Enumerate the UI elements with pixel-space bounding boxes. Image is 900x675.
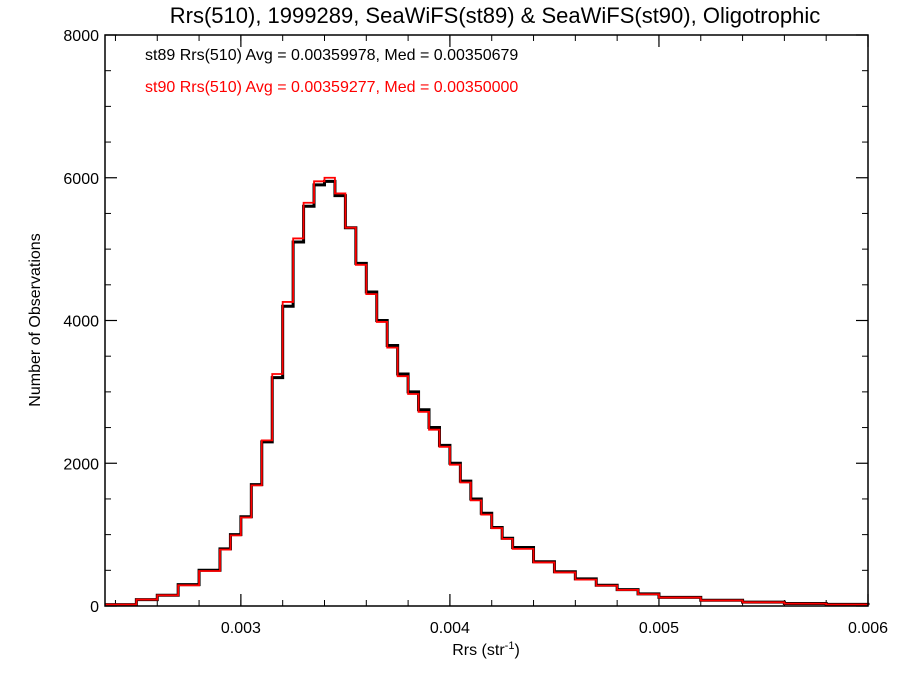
y-tick-label: 4000 (63, 314, 99, 331)
axis-ticks: 0.003 0.004 0.005 0.006 0 2000 4000 6000 8000 (63, 28, 888, 637)
y-tick-label: 6000 (63, 171, 99, 188)
plot-frame (104, 34, 869, 607)
chart-title: Rrs(510), 1999289, SeaWiFS(st89) & SeaWi… (170, 3, 820, 28)
series-layer (105, 176, 870, 607)
annotation-st89: st89 Rrs(510) Avg = 0.00359978, Med = 0.… (145, 47, 518, 64)
x-axis-label-main: Rrs (str (452, 642, 505, 659)
x-tick-label: 0.003 (221, 620, 261, 637)
x-axis-label: Rrs (str-1) (452, 640, 520, 659)
x-tick-label: 0.006 (848, 620, 888, 637)
x-tick-label: 0.005 (639, 620, 679, 637)
annotation-st90: st90 Rrs(510) Avg = 0.00359277, Med = 0.… (145, 79, 518, 96)
y-tick-label: 2000 (63, 456, 99, 473)
x-axis-label-sup: -1 (505, 640, 515, 652)
series-line-st89 (105, 179, 870, 607)
y-tick-label: 8000 (63, 28, 99, 45)
y-axis-label: Number of Observations (27, 233, 44, 406)
x-axis-label-end: ) (514, 642, 519, 659)
series-line-st90 (105, 176, 869, 606)
x-tick-label: 0.004 (430, 620, 470, 637)
y-tick-label: 0 (90, 599, 99, 616)
